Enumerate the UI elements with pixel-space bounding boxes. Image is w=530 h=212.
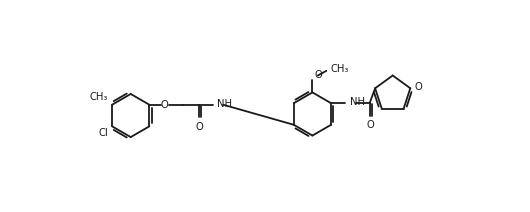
Text: CH₃: CH₃ [331,64,349,74]
Text: O: O [315,70,322,81]
Text: O: O [196,122,204,132]
Text: CH₃: CH₃ [90,92,108,102]
Text: NH: NH [350,97,365,107]
Text: O: O [160,100,168,110]
Text: NH: NH [217,99,232,109]
Text: Cl: Cl [99,128,108,138]
Text: O: O [414,82,422,92]
Text: O: O [367,120,375,130]
